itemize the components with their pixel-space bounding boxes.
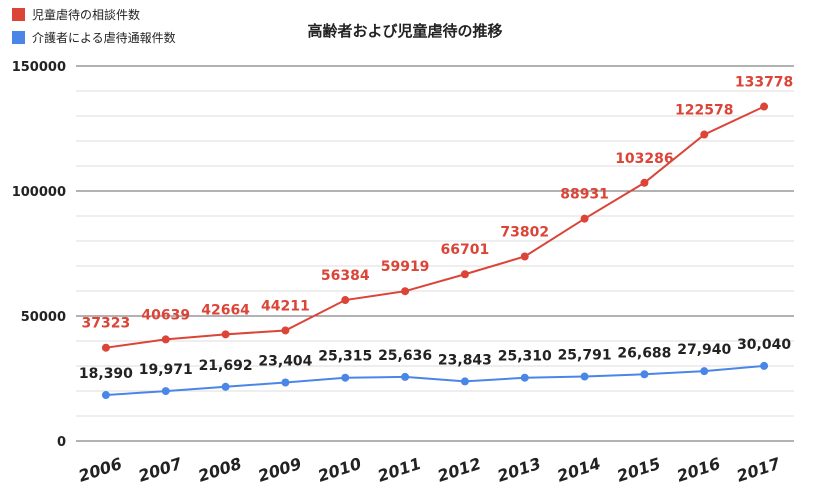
data-label: 25,791 xyxy=(558,348,612,364)
data-point xyxy=(221,382,230,391)
data-label: 66701 xyxy=(441,242,490,258)
data-label: 18,390 xyxy=(79,366,133,382)
legend-label-red: 児童虐待の相談件数 xyxy=(32,7,140,22)
series-layer xyxy=(101,102,769,400)
data-label: 23,404 xyxy=(258,353,312,369)
data-point xyxy=(640,370,649,379)
legend-swatch-red xyxy=(12,8,25,21)
legend: 児童虐待の相談件数 介護者による虐待通報件数 xyxy=(12,7,176,45)
y-tick-label: 50000 xyxy=(21,310,66,325)
x-tick-label: 2017 xyxy=(734,454,783,486)
data-label: 88931 xyxy=(560,187,609,203)
data-label: 37323 xyxy=(82,316,131,332)
data-labels: 37323 40639 42664 44211 56384 59919 66701 73802… xyxy=(79,75,793,382)
legend-swatch-blue xyxy=(12,31,25,44)
data-label: 103286 xyxy=(615,151,673,167)
data-point xyxy=(580,372,589,381)
chart-title: 高齢者および児童虐待の推移 xyxy=(307,22,502,40)
data-point xyxy=(161,387,170,396)
data-label: 21,692 xyxy=(199,358,253,374)
y-axis-ticks: 0 50000 100000 150000 xyxy=(12,60,66,450)
data-label: 59919 xyxy=(381,259,430,275)
y-tick-label: 150000 xyxy=(12,60,66,75)
data-point xyxy=(341,373,350,382)
data-point xyxy=(580,214,589,223)
x-tick-label: 2008 xyxy=(196,454,244,486)
x-tick-label: 2009 xyxy=(256,454,304,486)
data-point xyxy=(520,252,529,261)
data-label: 27,940 xyxy=(677,342,731,358)
data-point xyxy=(101,391,110,400)
data-label: 56384 xyxy=(321,268,370,284)
data-label: 73802 xyxy=(500,224,549,240)
x-tick-label: 2006 xyxy=(76,454,124,486)
data-point xyxy=(760,361,769,370)
data-label: 25,310 xyxy=(498,349,552,365)
data-label: 30,040 xyxy=(737,337,791,353)
data-point xyxy=(760,102,769,111)
data-label: 42664 xyxy=(201,302,250,318)
x-tick-label: 2010 xyxy=(315,454,363,486)
data-point xyxy=(640,178,649,187)
y-tick-label: 0 xyxy=(57,435,66,450)
gridlines xyxy=(76,65,794,442)
data-point xyxy=(101,343,110,352)
data-point xyxy=(700,130,709,139)
data-point xyxy=(221,330,230,339)
y-tick-label: 100000 xyxy=(12,185,66,200)
data-label: 19,971 xyxy=(139,362,193,378)
legend-label-blue: 介護者による虐待通報件数 xyxy=(32,30,176,45)
data-point xyxy=(520,373,529,382)
x-tick-label: 2015 xyxy=(615,454,663,486)
data-label: 44211 xyxy=(261,298,310,314)
x-tick-label: 2016 xyxy=(674,454,722,486)
data-point xyxy=(341,296,350,305)
data-label: 40639 xyxy=(141,307,190,323)
data-point xyxy=(281,326,290,335)
data-label: 23,843 xyxy=(438,352,492,368)
series-line-child-abuse xyxy=(105,105,765,349)
data-point xyxy=(401,372,410,381)
series-line-elder-abuse xyxy=(105,364,765,397)
x-axis-ticks: 2006 2007 2008 2009 2010 2011 2012 2013 2014 2015… xyxy=(76,454,783,486)
data-point xyxy=(460,377,469,386)
data-point xyxy=(161,335,170,344)
data-point xyxy=(401,287,410,296)
data-label: 25,636 xyxy=(378,348,432,364)
x-tick-label: 2014 xyxy=(555,454,603,486)
x-tick-label: 2013 xyxy=(495,454,543,486)
x-tick-label: 2007 xyxy=(136,454,185,486)
data-label: 25,315 xyxy=(318,349,372,365)
data-point xyxy=(700,367,709,376)
x-tick-label: 2012 xyxy=(435,454,483,486)
data-label: 122578 xyxy=(675,103,733,119)
data-point xyxy=(281,378,290,387)
data-label: 26,688 xyxy=(617,345,671,361)
x-tick-label: 2011 xyxy=(375,454,423,486)
data-point xyxy=(460,270,469,279)
data-label: 133778 xyxy=(735,75,793,91)
